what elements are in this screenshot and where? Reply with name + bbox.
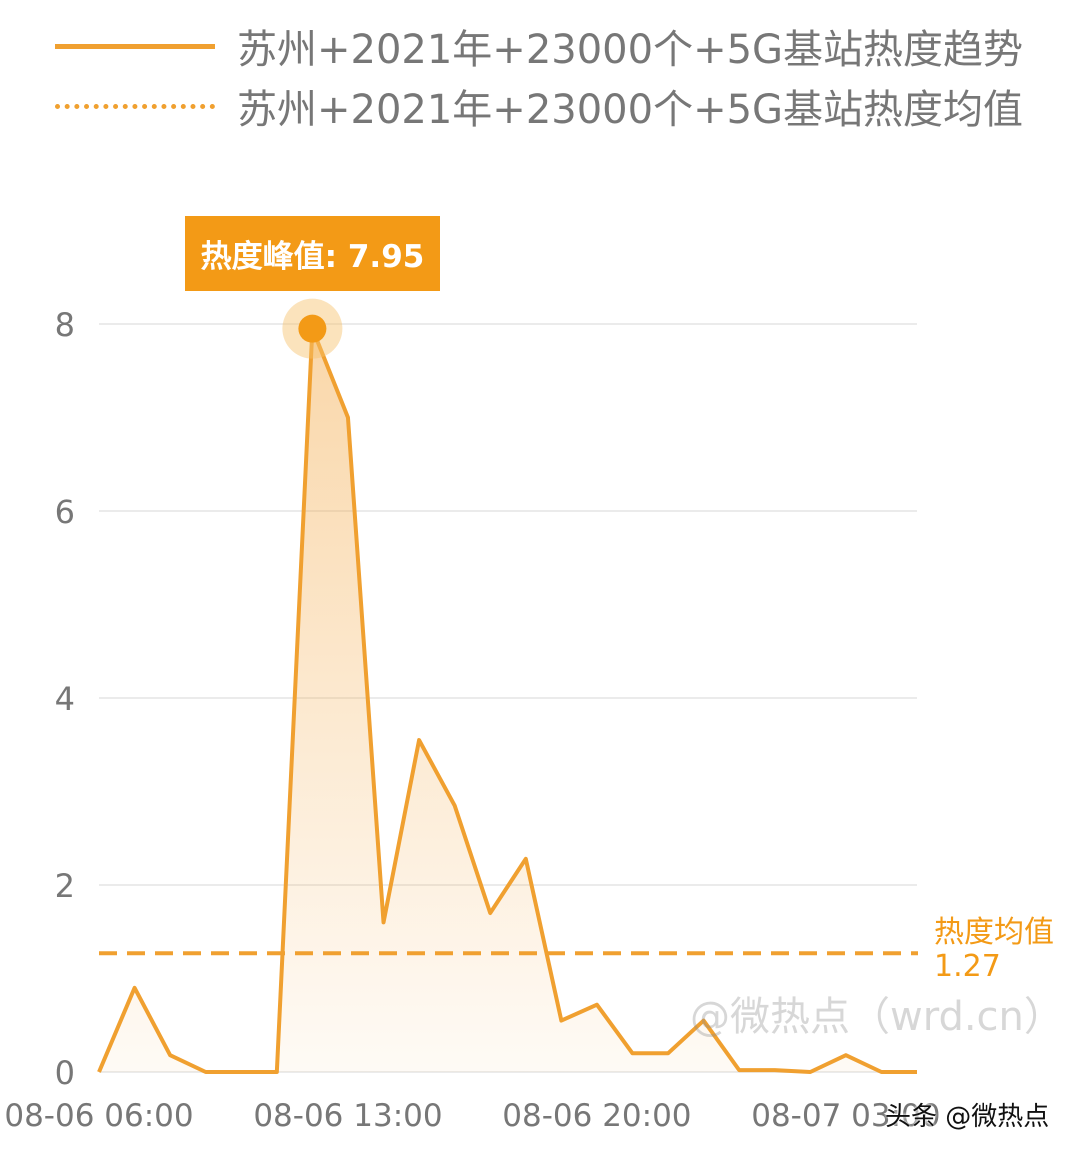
y-tick-label: 2	[55, 867, 75, 905]
data-point	[772, 1067, 778, 1073]
data-point	[878, 1069, 884, 1075]
x-tick-label: 08-06 13:00	[253, 1098, 442, 1134]
data-point	[238, 1069, 244, 1075]
data-point	[807, 1069, 813, 1075]
data-point	[736, 1067, 742, 1073]
peak-marker[interactable]	[298, 314, 327, 343]
mean-annotation: 热度均值 1.27	[934, 916, 1054, 984]
x-tick-label: 08-06 20:00	[502, 1098, 691, 1134]
legend-item-mean[interactable]: 苏州+2021年+23000个+5G基站热度均值	[55, 76, 1023, 136]
data-point	[345, 415, 351, 421]
trend-series-line	[97, 326, 917, 1074]
data-point	[665, 1050, 671, 1056]
legend-dotted-line-swatch	[55, 103, 215, 109]
y-tick-label: 4	[55, 680, 75, 718]
chart-legend: 苏州+2021年+23000个+5G基站热度趋势 苏州+2021年+23000个…	[0, 0, 1080, 150]
y-axis: 0 2 4 6 8	[55, 306, 75, 1092]
peak-value-badge: 热度峰值: 7.95	[185, 216, 440, 291]
y-tick-label: 0	[55, 1054, 75, 1092]
x-axis: 08-06 06:00 08-06 13:00 08-06 20:00 08-07 0…	[4, 1098, 940, 1134]
data-point	[132, 985, 138, 991]
data-point	[452, 803, 458, 809]
data-point	[558, 1018, 564, 1024]
data-point	[914, 1069, 920, 1075]
data-point	[96, 1069, 102, 1075]
data-point	[594, 1002, 600, 1008]
data-point	[274, 1069, 280, 1075]
data-point	[629, 1050, 635, 1056]
watermark: @微热点（wrd.cn）	[690, 994, 1064, 1040]
data-point	[843, 1052, 849, 1058]
data-point	[381, 919, 387, 925]
data-point	[167, 1052, 173, 1058]
trend-area-fill	[99, 328, 917, 1072]
source-credit: 头条 @微热点	[885, 1102, 1050, 1132]
data-point	[487, 910, 493, 916]
data-point	[203, 1069, 209, 1075]
data-point	[416, 737, 422, 743]
legend-mean-label: 苏州+2021年+23000个+5G基站热度均值	[237, 87, 1024, 133]
x-tick-label: 08-06 06:00	[4, 1098, 193, 1134]
data-point	[523, 856, 529, 862]
x-tick-label: 08-07 03:00	[751, 1098, 940, 1134]
legend-item-trend[interactable]: 苏州+2021年+23000个+5G基站热度趋势	[55, 16, 1023, 76]
mean-annotation-title: 热度均值	[934, 915, 1054, 950]
grid-lines	[99, 323, 917, 1073]
legend-trend-label: 苏州+2021年+23000个+5G基站热度趋势	[237, 27, 1024, 73]
legend-solid-line-swatch	[55, 43, 215, 49]
mean-annotation-value: 1.27	[934, 949, 1001, 984]
y-tick-label: 8	[55, 306, 75, 344]
y-tick-label: 6	[55, 493, 75, 531]
